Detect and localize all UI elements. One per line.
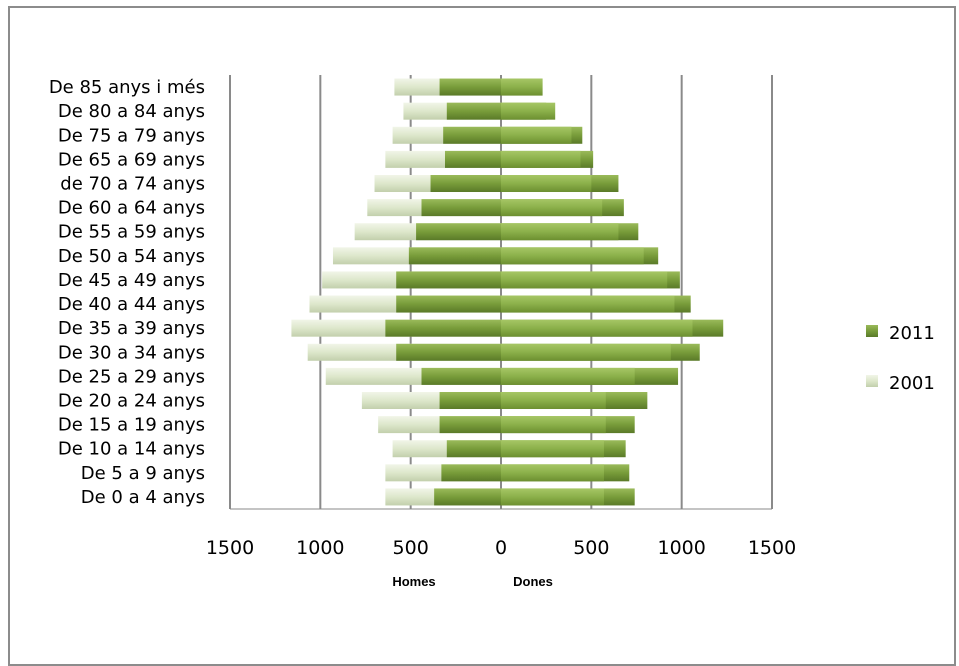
bar-2011-men bbox=[421, 199, 501, 217]
bar-2011-men bbox=[446, 440, 501, 458]
category-label: De 65 a 69 anys bbox=[58, 149, 205, 170]
category-label: de 70 a 74 anys bbox=[60, 174, 205, 195]
category-label: De 25 a 29 anys bbox=[58, 366, 205, 387]
bar-2011-men bbox=[434, 488, 501, 506]
bar-2011-men bbox=[446, 102, 501, 120]
tick-labels: 1500 1000 500 0 500 1000 1500 bbox=[206, 537, 796, 559]
x-tick-label: 1500 bbox=[748, 537, 796, 559]
bar-2001-women bbox=[501, 126, 572, 144]
bar-2001-women bbox=[501, 367, 635, 385]
bar-2001-women bbox=[501, 295, 675, 313]
bar-2011-men bbox=[416, 223, 501, 241]
bar-2001-women bbox=[501, 271, 668, 289]
category-label: De 80 a 84 anys bbox=[58, 101, 205, 122]
bar-2001-women bbox=[501, 392, 606, 409]
bar-2001-women bbox=[501, 150, 581, 168]
bar-2011-men bbox=[443, 126, 501, 144]
x-tick-label: 500 bbox=[393, 537, 429, 559]
legend-swatch-2001 bbox=[866, 375, 878, 387]
bar-2011-men bbox=[430, 175, 501, 192]
bar-2001-women bbox=[501, 199, 603, 217]
bar-2001-women bbox=[501, 102, 556, 120]
category-label: De 10 a 14 anys bbox=[58, 439, 205, 460]
bar-2011-men bbox=[439, 392, 501, 409]
x-tick-label: 500 bbox=[573, 537, 609, 559]
legend-swatch-2011 bbox=[866, 325, 878, 337]
bar-2001-women bbox=[501, 223, 619, 241]
category-label: De 20 a 24 anys bbox=[58, 391, 205, 412]
x-axis-title-right: Dones bbox=[513, 574, 553, 589]
x-tick-label: 1000 bbox=[657, 537, 705, 559]
bar-2001-women bbox=[501, 343, 671, 361]
bar-2001-women bbox=[501, 464, 604, 482]
category-label: De 35 a 39 anys bbox=[58, 318, 205, 339]
x-axis-title-left: Homes bbox=[392, 574, 435, 589]
bar-2001-women bbox=[501, 247, 644, 265]
bar-2011-men bbox=[408, 247, 501, 265]
bar-2011-men bbox=[421, 367, 501, 385]
legend-label-2001: 2001 bbox=[889, 373, 935, 394]
grid-lines bbox=[229, 75, 773, 510]
bar-2011-men bbox=[396, 343, 501, 361]
bar-2011-men bbox=[441, 464, 501, 482]
category-labels: De 0 a 4 anys De 5 a 9 anys De 10 a 14 any… bbox=[49, 77, 205, 508]
bar-2011-men bbox=[385, 319, 501, 337]
category-label: De 40 a 44 anys bbox=[58, 294, 205, 315]
category-label: De 5 a 9 anys bbox=[81, 463, 205, 484]
x-tick-label: 1000 bbox=[296, 537, 344, 559]
bar-2001-women bbox=[501, 78, 543, 96]
bar-2001-women bbox=[501, 488, 604, 506]
bar-2011-men bbox=[396, 295, 501, 313]
bar-2011-men bbox=[396, 271, 501, 289]
bar-2011-men bbox=[439, 78, 501, 96]
category-label: De 0 a 4 anys bbox=[81, 487, 205, 508]
legend: 2011 2001 bbox=[866, 323, 935, 394]
bar-2011-men bbox=[439, 416, 501, 434]
bar-2001-women bbox=[501, 175, 592, 192]
category-label: De 15 a 19 anys bbox=[58, 415, 205, 436]
x-tick-label: 1500 bbox=[206, 537, 254, 559]
category-label: De 50 a 54 anys bbox=[58, 246, 205, 267]
bars bbox=[291, 78, 724, 506]
category-label: De 55 a 59 anys bbox=[58, 222, 205, 243]
legend-label-2011: 2011 bbox=[889, 323, 935, 344]
bar-2001-women bbox=[501, 319, 693, 337]
bar-2011-men bbox=[444, 150, 501, 168]
x-tick-label: 0 bbox=[495, 537, 507, 559]
bar-2001-women bbox=[501, 440, 604, 458]
bar-2001-women bbox=[501, 416, 606, 434]
category-label: De 30 a 34 anys bbox=[58, 342, 205, 363]
category-label: De 45 a 49 anys bbox=[58, 270, 205, 291]
category-label: De 75 a 79 anys bbox=[58, 125, 205, 146]
category-label: De 85 anys i més bbox=[49, 77, 205, 98]
category-label: De 60 a 64 anys bbox=[58, 198, 205, 219]
